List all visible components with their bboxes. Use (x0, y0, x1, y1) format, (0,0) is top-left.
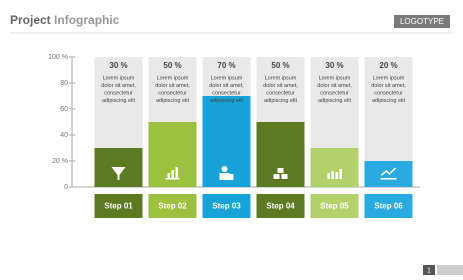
description: Lorem ipsum (265, 75, 297, 81)
y-tick-label: 100 % (48, 54, 68, 61)
value-label: 30 % (325, 61, 343, 70)
description: dolor sit amet, (209, 83, 244, 89)
bar (256, 122, 305, 187)
description: consectetur (104, 90, 133, 96)
icon-part (339, 169, 342, 179)
value-label: 30 % (109, 61, 127, 70)
description: adipiscing elit (156, 98, 189, 104)
description: adipiscing elit (318, 98, 351, 104)
step-icon (327, 169, 342, 179)
description: consectetur (158, 90, 187, 96)
step-box (202, 194, 251, 218)
icon-part (273, 174, 280, 179)
icon-part (281, 174, 288, 179)
icon-part (175, 167, 178, 178)
icon-part (167, 173, 170, 178)
description: dolor sit amet, (263, 83, 298, 89)
value-label: 70 % (217, 61, 235, 70)
bar (202, 96, 251, 187)
description: Lorem ipsum (373, 75, 405, 81)
step-icon (219, 166, 234, 180)
description: adipiscing elit (102, 98, 135, 104)
title-light: Infographic (54, 13, 120, 27)
icon-part (331, 171, 334, 179)
description: dolor sit amet, (155, 83, 190, 89)
y-tick-label: 80 (60, 80, 68, 87)
description: adipiscing elit (372, 98, 405, 104)
page-bar (437, 265, 463, 275)
icon-part (380, 178, 397, 180)
page-number: 1 (427, 267, 431, 274)
description: consectetur (212, 90, 241, 96)
value-label: 50 % (271, 61, 289, 70)
step-box (364, 194, 413, 218)
step-label: Step 05 (320, 202, 349, 211)
plot: 0 20 % 40 60 80 100 % 30 % Lorem ipsum dolor sit… (48, 54, 420, 218)
icon-part (228, 174, 234, 180)
step-label: Step 03 (212, 202, 241, 211)
title-bold: Project (10, 13, 51, 27)
title: Project Infographic (10, 13, 120, 27)
step-icon (273, 168, 288, 179)
description: consectetur (320, 90, 349, 96)
y-tick-label: 60 (60, 106, 68, 113)
logo-box (394, 15, 450, 28)
description: dolor sit amet, (371, 83, 406, 89)
icon-part (171, 170, 174, 178)
icon-part (277, 168, 284, 173)
description: dolor sit amet, (317, 83, 352, 89)
step-box (148, 194, 197, 218)
icon-part (111, 167, 126, 180)
description: Lorem ipsum (211, 75, 243, 81)
description: adipiscing elit (264, 98, 297, 104)
logo: LOGOTYPE (400, 17, 444, 26)
description: Lorem ipsum (319, 75, 351, 81)
icon-part (165, 178, 180, 180)
description: adipiscing elit (210, 98, 243, 104)
step-box (94, 194, 143, 218)
icon-part (221, 166, 228, 172)
description: consectetur (374, 90, 403, 96)
description: dolor sit amet, (101, 83, 136, 89)
icon-part (327, 173, 330, 179)
icon-part (219, 173, 230, 180)
step-label: Step 02 (158, 202, 187, 211)
step-label: Step 06 (374, 202, 403, 211)
bar (310, 148, 359, 187)
step-icon (165, 167, 180, 180)
y-tick-label: 20 % (52, 158, 68, 165)
description: consectetur (266, 90, 295, 96)
y-tick-label: 40 (60, 132, 68, 139)
step-label: Step 01 (104, 202, 133, 211)
step-icon (111, 167, 126, 180)
step-box (310, 194, 359, 218)
description: Lorem ipsum (103, 75, 135, 81)
step-icon (380, 167, 397, 180)
page-number-box (423, 265, 435, 275)
icon-part (335, 172, 338, 179)
icon-part (381, 167, 397, 176)
step-box (256, 194, 305, 218)
y-tick-label: 0 (64, 184, 68, 191)
value-label: 50 % (163, 61, 181, 70)
step-label: Step 04 (266, 202, 295, 211)
value-label: 20 % (379, 61, 397, 70)
description: Lorem ipsum (157, 75, 189, 81)
